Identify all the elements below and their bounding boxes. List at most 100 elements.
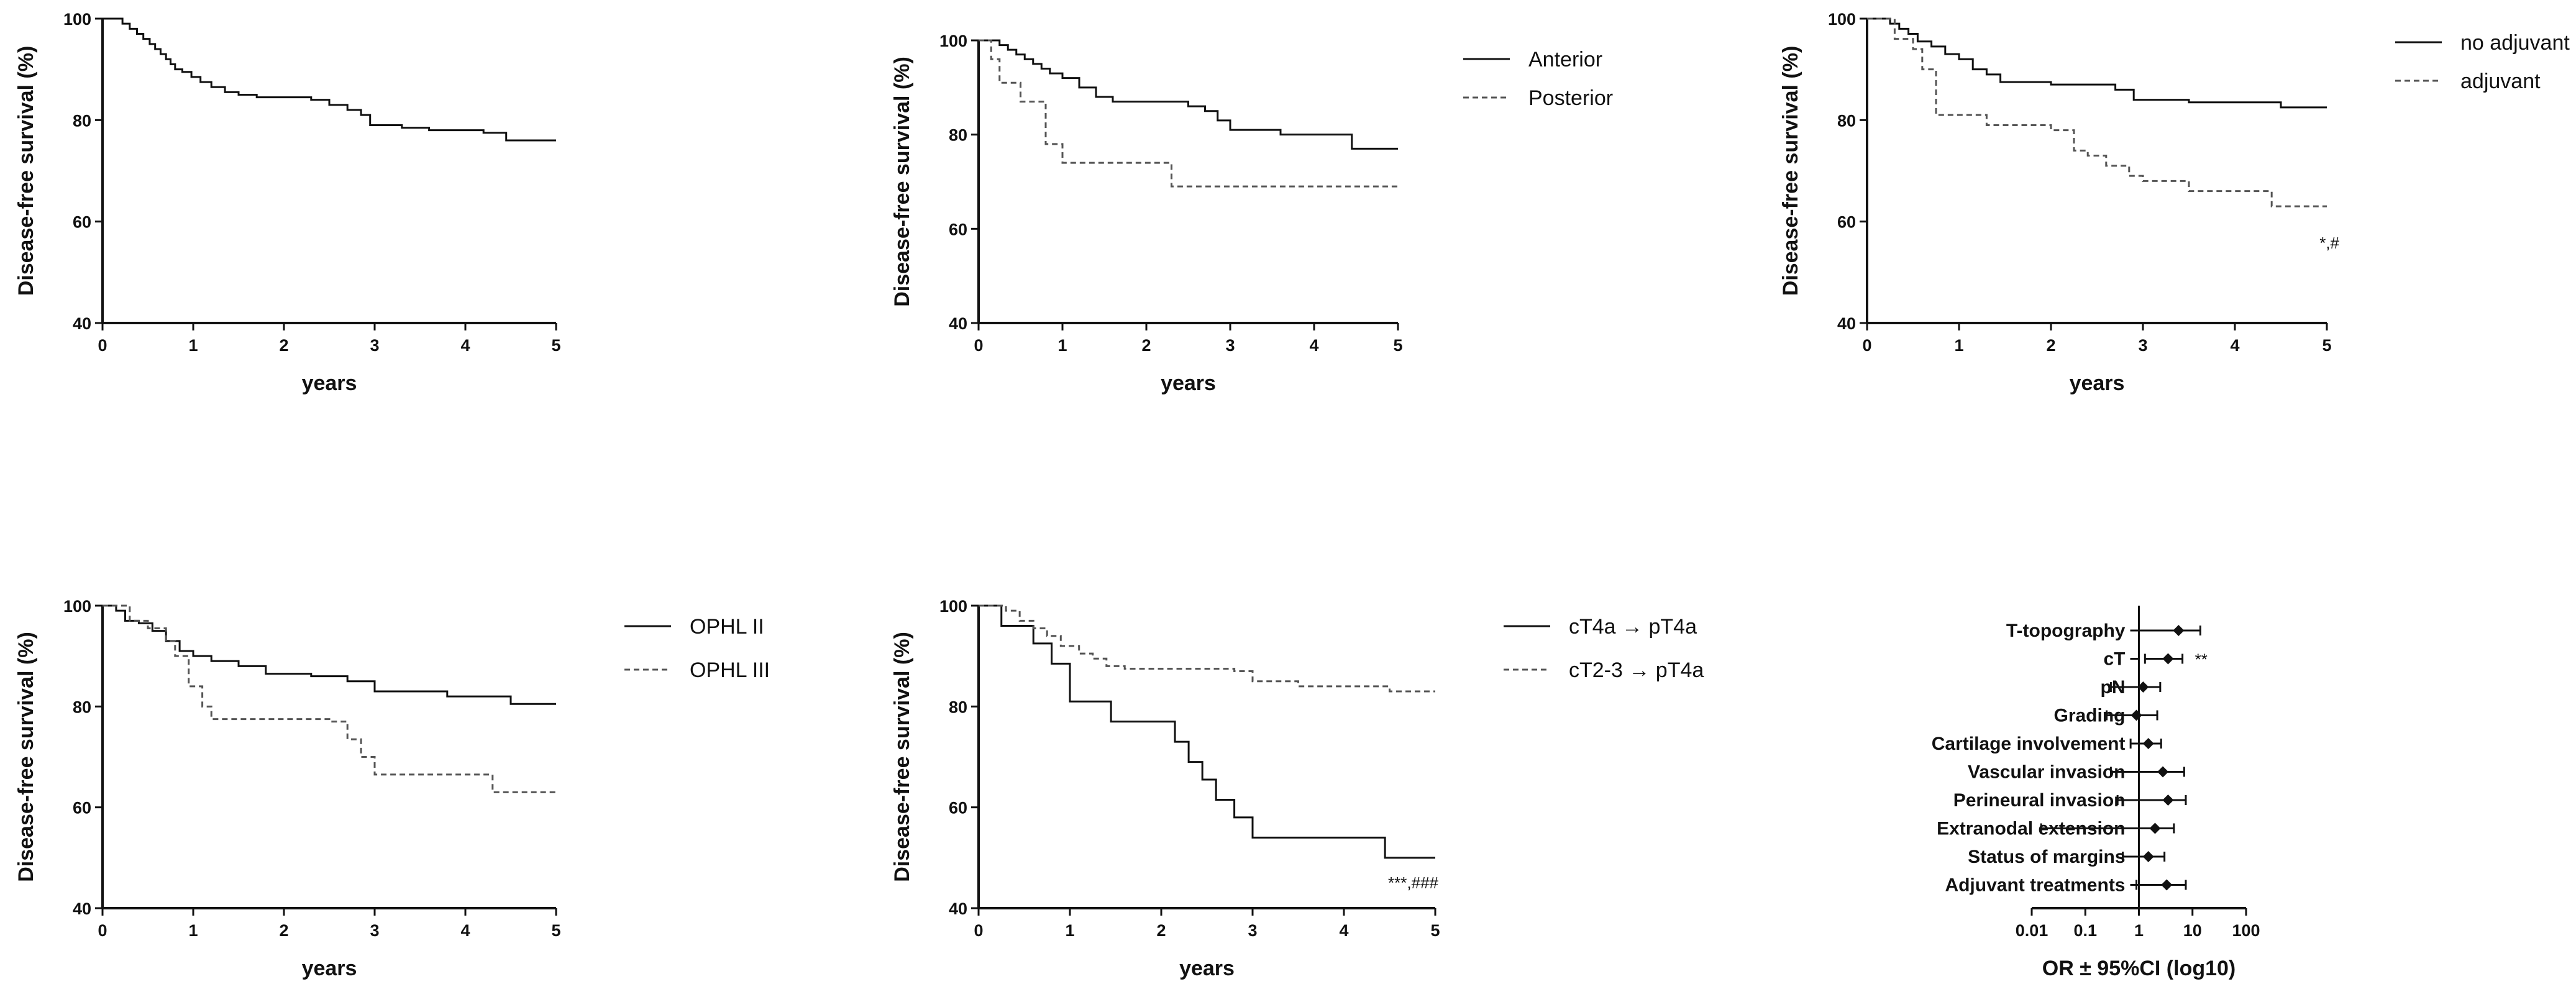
y-tick-label: 80 — [949, 126, 967, 145]
y-tick-label: 40 — [73, 314, 91, 333]
series-line-1 — [103, 604, 556, 793]
row-label-8: Status of margins — [1968, 847, 2125, 867]
x-axis-label: years — [302, 957, 357, 980]
legend-label-1: cT2-3 → pT4a — [1569, 658, 1704, 682]
legend-label-0: cT4a → pT4a — [1569, 615, 1697, 639]
y-axis-label: Disease-free survival (%) — [1779, 46, 1802, 296]
x-tick-label: 1 — [1065, 921, 1074, 940]
x-tick-label: 0.1 — [2073, 921, 2097, 940]
y-axis-label: Disease-free survival (%) — [890, 57, 914, 307]
or-point-4 — [2142, 738, 2154, 749]
y-tick-label: 60 — [949, 799, 967, 817]
legend-label-1: Posterior — [1528, 86, 1613, 110]
x-tick-label: 100 — [2232, 921, 2260, 940]
or-point-8 — [2142, 851, 2154, 862]
y-tick-label: 100 — [63, 597, 91, 616]
y-tick-label: 80 — [949, 698, 967, 716]
x-axis-label: years — [1161, 371, 1216, 395]
km-panel-ophl: 40 60 80 100 0 1 2 3 4 5 years Disease-free surviva… — [14, 597, 770, 980]
x-axis-label: years — [2070, 371, 2125, 395]
significance-annotation: *,# — [2319, 234, 2339, 252]
series-line-1 — [979, 39, 1398, 188]
forest-panel: 0.01 0.1 1 10 100 OR ± 95%CI (log10) T-topogra… — [1932, 606, 2260, 980]
km-panel-site: 40 60 80 100 0 1 2 3 4 5 years Disease-free surviva… — [890, 32, 1613, 395]
y-tick-label: 80 — [73, 698, 91, 716]
series-line-0 — [103, 17, 556, 142]
y-tick-label: 40 — [73, 899, 91, 918]
legend-label-0: OPHL II — [690, 615, 764, 639]
x-tick-label: 5 — [551, 336, 560, 355]
y-tick-label: 60 — [73, 799, 91, 817]
x-tick-label: 4 — [460, 921, 470, 940]
or-point-6 — [2162, 794, 2174, 806]
row-label-1: cT — [2103, 649, 2125, 670]
or-point-7 — [2149, 822, 2161, 834]
y-tick-label: 100 — [1828, 10, 1856, 29]
or-point-1 — [2162, 653, 2174, 665]
series-line-1 — [1867, 17, 2327, 207]
x-tick-label: 0 — [1862, 336, 1871, 355]
x-tick-label: 4 — [1309, 336, 1318, 355]
y-tick-label: 60 — [1837, 213, 1856, 232]
y-tick-label: 40 — [1837, 314, 1856, 333]
x-tick-label: 4 — [1339, 921, 1348, 940]
x-tick-label: 0 — [98, 336, 107, 355]
or-point-3 — [2131, 709, 2142, 721]
row-annotation-1: ** — [2195, 650, 2208, 669]
y-tick-label: 60 — [949, 220, 967, 239]
or-point-5 — [2157, 766, 2169, 778]
km-panel-overall: 40 60 80 100 0 1 2 3 4 5 years Disease-free surviva… — [14, 10, 561, 395]
x-tick-label: 5 — [2322, 336, 2331, 355]
y-tick-label: 80 — [1837, 111, 1856, 130]
x-tick-label: 3 — [370, 921, 379, 940]
x-tick-label: 0.01 — [2016, 921, 2048, 940]
y-tick-label: 100 — [63, 10, 91, 29]
x-tick-label: 0 — [974, 336, 983, 355]
x-tick-label: 2 — [2046, 336, 2055, 355]
x-tick-label: 1 — [1954, 336, 1963, 355]
x-tick-label: 4 — [460, 336, 470, 355]
legend-label-0: no adjuvant — [2460, 31, 2570, 55]
x-tick-label: 1 — [188, 336, 198, 355]
x-axis-label: years — [1179, 957, 1235, 980]
row-label-0: T-topography — [2006, 621, 2126, 641]
km-panel-cT: 40 60 80 100 0 1 2 3 4 5 years Disease-free surviva… — [890, 597, 1704, 980]
x-tick-label: 1 — [188, 921, 198, 940]
x-tick-label: 2 — [1156, 921, 1166, 940]
series-line-1 — [979, 604, 1435, 693]
x-tick-label: 1 — [2134, 921, 2144, 940]
x-axis-label: OR ± 95%CI (log10) — [2042, 957, 2236, 980]
y-tick-label: 40 — [949, 314, 967, 333]
y-tick-label: 40 — [949, 899, 967, 918]
x-tick-label: 0 — [974, 921, 983, 940]
km-panel-adjuvant: 40 60 80 100 0 1 2 3 4 5 years Disease-free surviva… — [1779, 10, 2570, 395]
x-tick-label: 4 — [2230, 336, 2239, 355]
y-axis-label: Disease-free survival (%) — [14, 632, 38, 882]
or-point-0 — [2173, 625, 2185, 636]
x-tick-label: 0 — [98, 921, 107, 940]
x-tick-label: 5 — [1430, 921, 1440, 940]
legend-label-1: OPHL III — [690, 658, 770, 682]
y-axis-label: Disease-free survival (%) — [890, 632, 914, 882]
x-axis-label: years — [302, 371, 357, 395]
x-tick-label: 10 — [2183, 921, 2202, 940]
row-label-5: Vascular invasion — [1968, 762, 2125, 783]
x-tick-label: 2 — [279, 336, 288, 355]
row-label-6: Perineural invasion — [1953, 790, 2126, 811]
y-axis-label: Disease-free survival (%) — [14, 46, 38, 296]
or-point-9 — [2161, 879, 2173, 891]
x-tick-label: 3 — [2138, 336, 2147, 355]
row-label-4: Cartilage involvement — [1932, 734, 2126, 754]
x-tick-label: 3 — [1248, 921, 1257, 940]
row-label-9: Adjuvant treatments — [1945, 875, 2125, 896]
series-line-0 — [103, 604, 556, 705]
legend-label-1: adjuvant — [2460, 70, 2541, 93]
y-tick-label: 100 — [939, 32, 967, 50]
or-point-2 — [2137, 681, 2149, 693]
y-tick-label: 100 — [939, 597, 967, 616]
series-line-0 — [1867, 17, 2327, 109]
y-tick-label: 80 — [73, 111, 91, 130]
significance-annotation: ***,### — [1388, 873, 1438, 892]
x-tick-label: 5 — [1393, 336, 1402, 355]
legend-label-0: Anterior — [1528, 48, 1602, 71]
